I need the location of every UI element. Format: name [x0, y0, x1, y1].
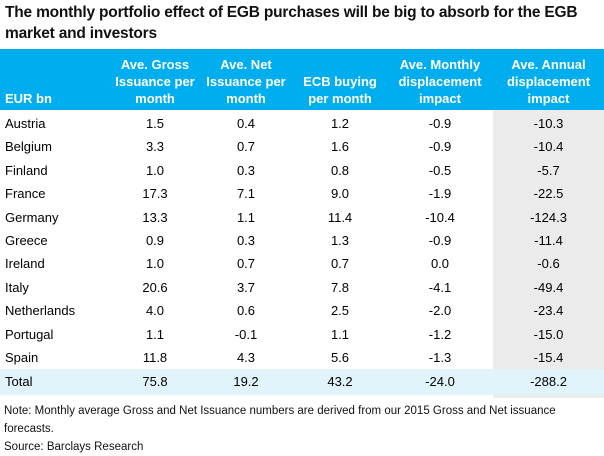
table-cell: -10.4	[533, 139, 564, 155]
table-cell: -49.4	[533, 279, 564, 295]
column-header: Ave. Annual displacement impact	[506, 57, 591, 106]
table-cell: 3.3	[145, 139, 165, 155]
column-header: Ave. Net Issuance per month	[206, 57, 286, 106]
table-cell: 1.1	[330, 326, 350, 342]
row-label: Belgium	[5, 139, 52, 155]
table-cell: 1.3	[330, 232, 350, 248]
column-header: Ave. Monthly displacement impact	[398, 57, 482, 106]
table-cell: 7.8	[330, 279, 350, 295]
table-cell: 2.5	[330, 303, 350, 319]
table-cell: -124.3	[530, 209, 567, 225]
row-label: Portugal	[5, 326, 54, 342]
table-cell: 0.8	[330, 162, 350, 178]
column-header: Ave. Gross Issuance per month	[115, 57, 195, 106]
row-label: Austria	[5, 116, 46, 131]
table-row: Ireland 1.0 0.7 0.7 0.0 -0.6	[0, 252, 604, 275]
table-cell: 0.3	[236, 232, 256, 248]
table-cell: 11.4	[327, 209, 353, 225]
table-row: Portugal 1.1 -0.1 1.1 -1.2 -15.0	[0, 323, 604, 346]
table-cell: -10.4	[425, 209, 455, 225]
table-cell: -4.1	[428, 279, 452, 295]
table-cell: -15.0	[533, 326, 564, 342]
table-cell: 13.3	[142, 209, 168, 225]
table-body: Austria 1.5 0.4 1.2 -0.9 -10.3 Belgium 3.3 0.7 1.…	[0, 110, 604, 396]
table-cell: 1.2	[330, 116, 350, 131]
table-cell: -10.3	[533, 116, 564, 131]
table-cell: 1.0	[145, 256, 165, 272]
table-header: EUR bn Ave. Gross Issuance per month Ave. …	[0, 49, 604, 110]
table-cell: 1.6	[330, 139, 350, 155]
table-cell: 0.6	[236, 303, 256, 319]
table-cell: 4.3	[236, 349, 256, 365]
table-cell: -0.9	[428, 116, 452, 131]
row-label: France	[5, 186, 46, 202]
row-label: Total	[5, 374, 33, 390]
table-cell: 19.2	[233, 374, 259, 390]
table-cell: 0.7	[236, 256, 256, 272]
annual-column-highlight	[493, 110, 604, 398]
data-table: EUR bn Ave. Gross Issuance per month Ave. …	[0, 49, 604, 396]
table-cell: 11.8	[142, 349, 168, 365]
source-text: Source: Barclays Research	[4, 441, 144, 453]
table-row: France 17.3 7.1 9.0 -1.9 -22.5	[0, 182, 604, 205]
table-cell: -1.2	[428, 326, 452, 342]
table-cell: -288.2	[530, 374, 567, 390]
row-label: Netherlands	[5, 303, 76, 319]
table-cell: -0.5	[428, 162, 452, 178]
note-text: Note: Monthly average Gross and Net Issu…	[4, 405, 556, 435]
column-header: EUR bn	[5, 91, 52, 106]
table-cell: -1.9	[428, 186, 452, 202]
column-header: ECB buying per month	[303, 74, 377, 106]
table-cell: -23.4	[533, 303, 564, 319]
table-cell: 0.9	[145, 232, 165, 248]
table-title: The monthly portfolio effect of EGB purc…	[5, 4, 578, 42]
table-cell: 43.2	[327, 374, 353, 390]
row-label: Spain	[5, 349, 39, 365]
table-cell: -24.0	[425, 374, 455, 390]
table-cell: 1.1	[145, 326, 165, 342]
table-cell: 0.4	[236, 116, 256, 131]
table-cell: 9.0	[330, 186, 350, 202]
table-cell: -5.7	[537, 162, 560, 178]
table-cell: -1.3	[428, 349, 452, 365]
table-cell: 0.7	[236, 139, 256, 155]
table-row: Greece 0.9 0.3 1.3 -0.9 -11.4	[0, 229, 604, 252]
table-cell: 3.7	[236, 279, 256, 295]
table-cell: -15.4	[533, 349, 564, 365]
footnote: Note: Monthly average Gross and Net Issu…	[4, 402, 604, 456]
table-row: Austria 1.5 0.4 1.2 -0.9 -10.3	[0, 112, 604, 135]
table-cell: -2.0	[428, 303, 452, 319]
table-cell: 1.0	[145, 162, 165, 178]
table-cell: -0.9	[428, 139, 452, 155]
table-cell: -0.9	[428, 232, 452, 248]
table-cell: 4.0	[145, 303, 165, 319]
table-cell: 0.0	[430, 256, 450, 272]
table-cell: -22.5	[533, 186, 564, 202]
table-cell: -0.6	[537, 256, 560, 272]
table-cell: -0.1	[234, 326, 258, 342]
row-label: Finland	[5, 162, 48, 178]
table-row: Belgium 3.3 0.7 1.6 -0.9 -10.4	[0, 135, 604, 158]
row-label: Greece	[5, 232, 48, 248]
table-cell: 5.6	[330, 349, 350, 365]
row-label: Germany	[5, 209, 59, 225]
table-cell: 20.6	[142, 279, 168, 295]
table-cell: 0.3	[236, 162, 256, 178]
table-row: Finland 1.0 0.3 0.8 -0.5 -5.7	[0, 159, 604, 182]
table-cell: 1.5	[145, 116, 165, 131]
table-cell: 75.8	[142, 374, 168, 390]
row-label: Ireland	[5, 256, 45, 272]
row-label: Italy	[5, 279, 29, 295]
table-cell: 1.1	[236, 209, 256, 225]
table-cell: -11.4	[534, 232, 563, 248]
total-row: Total 75.8 19.2 43.2 -24.0 -288.2	[0, 369, 604, 396]
table-row: Netherlands 4.0 0.6 2.5 -2.0 -23.4	[0, 299, 604, 322]
table-row: Spain 11.8 4.3 5.6 -1.3 -15.4	[0, 346, 604, 369]
table-cell: 7.1	[236, 186, 256, 202]
table-cell: 17.3	[142, 186, 168, 202]
table-row: Italy 20.6 3.7 7.8 -4.1 -49.4	[0, 276, 604, 299]
table-row: Germany 13.3 1.1 11.4 -10.4 -124.3	[0, 206, 604, 229]
table-cell: 0.7	[330, 256, 350, 272]
